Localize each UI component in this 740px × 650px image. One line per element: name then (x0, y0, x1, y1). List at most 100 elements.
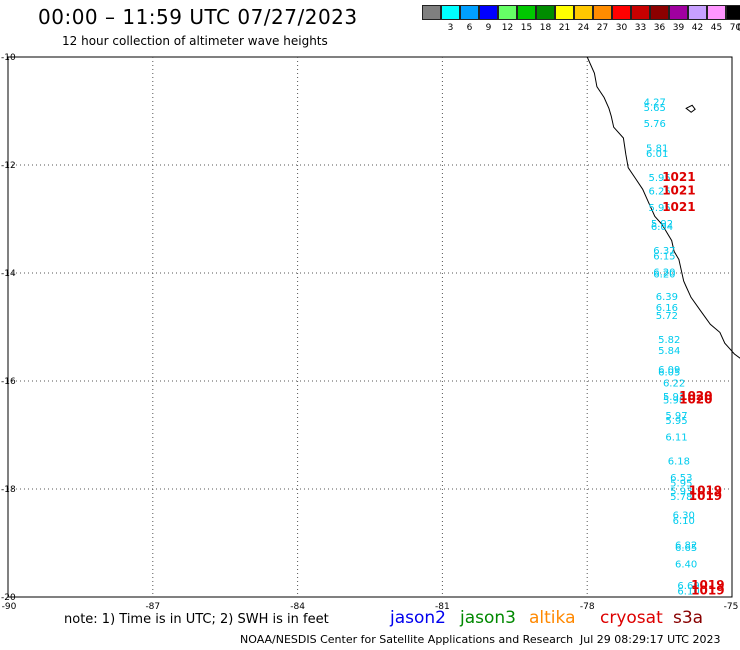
colorbar-swatch (536, 5, 555, 20)
wave-height-label: 6.37 (653, 246, 675, 257)
wave-height-label: 5.97 (665, 411, 687, 422)
wave-height-label: 6.10 (677, 586, 699, 597)
wave-height-label: 6.05 (658, 368, 680, 379)
colorbar-label: 36 (653, 23, 666, 33)
colorbar-label: 24 (577, 23, 590, 33)
pressure-label: 1019 (691, 578, 724, 592)
wave-height-label: 6.09 (658, 365, 680, 376)
colorbar-unit: (ft) (737, 23, 740, 33)
wave-height-label: 6.04 (651, 222, 673, 233)
colorbar-label: 12 (501, 23, 514, 33)
wave-height-label: 6.30 (673, 511, 695, 522)
latitude-tick-label: -18 (1, 485, 16, 495)
colorbar-label: 30 (615, 23, 628, 33)
wave-height-label: 5.95 (670, 478, 692, 489)
pressure-label: 1019 (689, 483, 722, 497)
wave-height-label: 6.11 (665, 432, 687, 443)
map-subtitle: 12 hour collection of altimeter wave hei… (62, 34, 328, 48)
pressure-label: 1020 (679, 389, 712, 403)
wave-height-label: 5.72 (656, 311, 678, 322)
wave-height-label: 6.01 (646, 149, 668, 160)
colorbar-label: 39 (672, 23, 685, 33)
colorbar-label: 18 (539, 23, 552, 33)
note-text: note: 1) Time is in UTC; 2) SWH is in fe… (64, 612, 329, 627)
wave-height-label: 6.40 (675, 559, 697, 570)
wave-height-label: 5.93 (663, 392, 685, 403)
colorbar-swatch (479, 5, 498, 20)
wave-height-label: 5.95 (648, 173, 670, 184)
longitude-tick-label: -78 (580, 602, 595, 612)
pressure-label: 1021 (662, 200, 695, 214)
wave-height-label: 5.95 (665, 416, 687, 427)
longitude-tick-label: -84 (290, 602, 305, 612)
colorbar-label: 15 (520, 23, 533, 33)
colorbar-swatch (593, 5, 612, 20)
colorbar-label: 6 (466, 23, 473, 33)
colorbar-label: 27 (596, 23, 609, 33)
legend-altika: altika (529, 608, 576, 628)
latitude-tick-label: -10 (1, 53, 16, 63)
legend-cryosat: cryosat (600, 608, 663, 628)
colorbar-label: 21 (558, 23, 571, 33)
pressure-label: 1021 (662, 170, 695, 184)
wave-height-label: 6.20 (653, 268, 675, 279)
pressure-label: 1020 (679, 393, 712, 407)
wave-height-label: 6.39 (656, 292, 678, 303)
wave-height-label: 5.65 (644, 103, 666, 114)
colorbar-swatch (650, 5, 669, 20)
wave-height-label: 6.15 (653, 252, 675, 263)
pressure-label: 1019 (689, 489, 722, 503)
colorbar-swatch (726, 5, 740, 20)
longitude-tick-label: -87 (145, 602, 160, 612)
legend-s3a: s3a (673, 608, 704, 628)
map-frame (7, 56, 733, 598)
pressure-label: 1021 (662, 184, 695, 198)
colorbar-swatch (669, 5, 688, 20)
longitude-tick-label: -75 (724, 602, 739, 612)
legend-jason3: jason3 (460, 608, 516, 628)
latitude-tick-label: -12 (1, 161, 16, 171)
colorbar-swatch (498, 5, 517, 20)
wave-height-label: 6.10 (673, 516, 695, 527)
colorbar-label: 45 (710, 23, 723, 33)
wave-height-label: 5.92 (651, 219, 673, 230)
map-title: 00:00 – 11:59 UTC 07/27/2023 (38, 5, 358, 29)
wave-height-label: 5.82 (658, 335, 680, 346)
latitude-tick-label: -20 (1, 593, 16, 603)
credit-text: NOAA/NESDIS Center for Satellite Applica… (240, 633, 574, 646)
colorbar-swatch (612, 5, 631, 20)
colorbar-label: 33 (634, 23, 647, 33)
wave-height-label: 5.93 (670, 486, 692, 497)
longitude-tick-label: -81 (435, 602, 450, 612)
wave-height-label: 6.25 (648, 187, 670, 198)
wave-height-label: 6.22 (663, 378, 685, 389)
wave-height-label: 5.98 (663, 396, 685, 407)
wave-height-label: 5.95 (648, 203, 670, 214)
wave-height-label: 6.82 (675, 540, 697, 551)
colorbar-label: 3 (447, 23, 454, 33)
wave-height-label: 5.84 (658, 346, 680, 357)
colorbar-swatch (441, 5, 460, 20)
wave-height-label: 6.16 (656, 303, 678, 314)
colorbar-label: 9 (485, 23, 492, 33)
wave-height-label: 6.18 (668, 457, 690, 468)
island-outline (685, 104, 696, 113)
colorbar-swatch (688, 5, 707, 20)
coastline (586, 56, 740, 359)
wave-height-label: 5.76 (644, 119, 666, 130)
wave-height-label: 6.65 (675, 543, 697, 554)
pressure-label: 1019 (691, 583, 724, 597)
latitude-tick-label: -14 (1, 269, 16, 279)
legend-jason2: jason2 (390, 608, 446, 628)
wave-height-label: 4.27 (644, 98, 666, 109)
wave-height-label: 6.20 (653, 269, 675, 280)
wave-height-label: 6.69 (677, 581, 699, 592)
latitude-tick-label: -16 (1, 377, 16, 387)
colorbar-swatch (631, 5, 650, 20)
colorbar-swatch (422, 5, 441, 20)
wave-height-label: 5.78 (670, 492, 692, 503)
colorbar-swatch (574, 5, 593, 20)
colorbar-swatch (517, 5, 536, 20)
colorbar-swatch (707, 5, 726, 20)
